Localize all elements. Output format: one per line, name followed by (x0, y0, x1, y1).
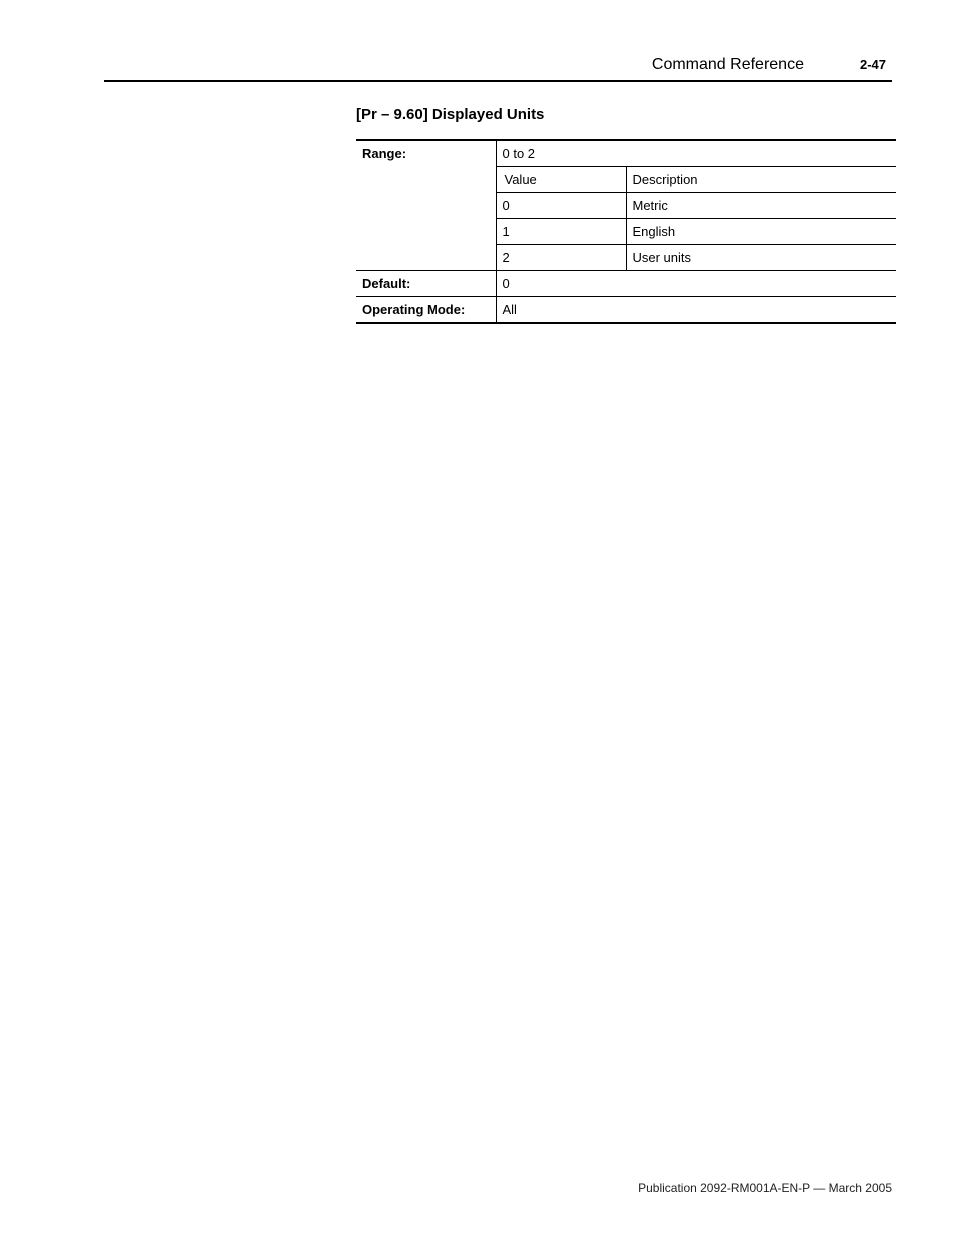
subheader-value: Value (496, 167, 626, 193)
cell-description: Metric (626, 193, 896, 219)
page-header: Command Reference 2-47 (104, 56, 892, 74)
table-row: Range: 0 to 2 (356, 140, 896, 167)
page: Command Reference 2-47 [Pr – 9.60] Displ… (0, 0, 954, 1235)
content: [Pr – 9.60] Displayed Units Range: 0 to … (356, 106, 896, 324)
subheader-description: Description (626, 167, 896, 193)
cell-value: 0 (496, 193, 626, 219)
section-heading: [Pr – 9.60] Displayed Units (356, 106, 896, 123)
default-value: 0 (496, 271, 896, 297)
cell-value: 1 (496, 219, 626, 245)
header-page-number: 2-47 (860, 57, 886, 72)
range-summary: 0 to 2 (496, 140, 896, 167)
cell-value: 2 (496, 245, 626, 271)
parameter-table: Range: 0 to 2 Value Description 0 Metric… (356, 139, 896, 324)
table-row: Default: 0 (356, 271, 896, 297)
header-section-title: Command Reference (652, 56, 804, 74)
footer-publication: Publication 2092-RM001A-EN-P — March 200… (638, 1181, 892, 1195)
cell-description: User units (626, 245, 896, 271)
table-row: Operating Mode: All (356, 297, 896, 324)
range-label: Range: (356, 140, 496, 271)
cell-description: English (626, 219, 896, 245)
opmode-label: Operating Mode: (356, 297, 496, 324)
header-rule (104, 80, 892, 82)
default-label: Default: (356, 271, 496, 297)
opmode-value: All (496, 297, 896, 324)
